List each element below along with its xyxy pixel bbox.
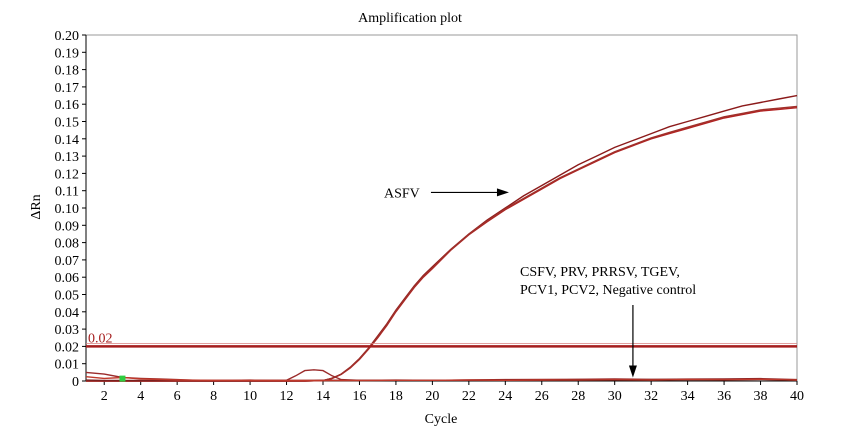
- x-tick-label: 10: [243, 389, 257, 404]
- x-tick-label: 30: [608, 389, 622, 404]
- y-tick-label: 0.08: [55, 237, 80, 252]
- x-tick-label: 4: [137, 389, 144, 404]
- x-tick-label: 34: [681, 389, 695, 404]
- annotation-asfv: ASFV: [384, 186, 420, 201]
- y-tick-label: 0.05: [55, 289, 80, 304]
- x-tick-label: 36: [717, 389, 731, 404]
- plot-frame: [85, 34, 798, 382]
- y-tick-label: 0.06: [55, 271, 80, 286]
- y-tick-label: 0.11: [55, 185, 79, 200]
- y-tick-label: 0.07: [55, 254, 80, 269]
- x-tick-label: 16: [352, 389, 366, 404]
- series-line: [85, 376, 798, 382]
- y-tick-label: 0.09: [55, 219, 80, 234]
- y-tick-label: 0.01: [55, 358, 80, 373]
- annotation-negatives-line1: CSFV, PRV, PRRSV, TGEV,: [520, 265, 680, 280]
- y-tick-label: 0: [72, 375, 79, 390]
- x-tick-label: 24: [498, 389, 512, 404]
- x-tick-label: 18: [389, 389, 403, 404]
- y-tick-label: 0.02: [55, 340, 80, 355]
- annotation-negatives-arrowhead: [628, 365, 637, 378]
- annotation-asfv-arrowhead: [496, 188, 509, 197]
- y-tick-label: 0.19: [55, 46, 80, 61]
- series-line: [86, 105, 798, 382]
- y-tick-label: 0.15: [55, 116, 80, 131]
- plot-area: 0 0.01 0.02 0.03 0.04 0.05 0.06 0.07 0.08 0.09 0.1…: [55, 29, 805, 404]
- x-tick-label: 28: [571, 389, 585, 404]
- series-line: [86, 94, 798, 382]
- y-tick-label: 0.10: [55, 202, 80, 217]
- y-tick-label: 0.20: [55, 29, 80, 44]
- chart-title: Amplification plot: [358, 11, 462, 26]
- y-tick-label: 0.13: [55, 150, 80, 165]
- x-tick-label: 20: [425, 389, 439, 404]
- y-axis-label: ΔRn: [29, 194, 44, 219]
- y-tick-label: 0.18: [55, 64, 80, 79]
- y-tick-label: 0.17: [55, 81, 80, 96]
- annotation-negatives-line2: PCV1, PCV2, Negative control: [520, 283, 696, 298]
- y-tick-label: 0.16: [55, 98, 80, 113]
- x-tick-label: 2: [101, 389, 108, 404]
- y-tick-label: 0.14: [55, 133, 80, 148]
- x-tick-label: 14: [316, 389, 330, 404]
- y-tick-label: 0.12: [55, 167, 80, 182]
- x-axis-label: Cycle: [425, 412, 458, 427]
- x-tick-label: 12: [280, 389, 294, 404]
- x-tick-label: 8: [210, 389, 217, 404]
- x-tick-label: 32: [644, 389, 658, 404]
- series-line: [85, 369, 798, 381]
- x-tick-label: 38: [754, 389, 768, 404]
- x-tick-label: 26: [535, 389, 549, 404]
- x-tick-label: 22: [462, 389, 476, 404]
- x-tick-label: 40: [790, 389, 804, 404]
- y-tick-label: 0.03: [55, 323, 80, 338]
- threshold-label: 0.02: [88, 331, 113, 346]
- x-tick-label: 6: [174, 389, 181, 404]
- y-tick-label: 0.04: [55, 306, 80, 321]
- baseline-marker: [119, 375, 126, 382]
- series-line: [86, 107, 798, 382]
